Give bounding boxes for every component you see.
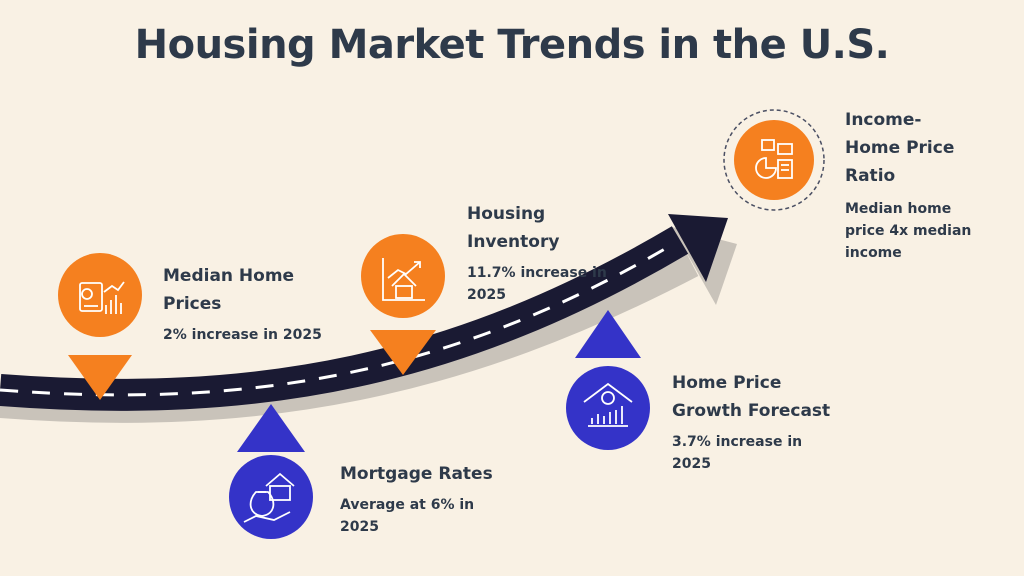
item-title: Inventory — [467, 232, 560, 252]
item-description: Median home — [845, 201, 952, 217]
item-description: income — [845, 245, 902, 261]
house-dollar-bars-icon — [583, 382, 633, 427]
item-description: 11.7% increase in — [467, 265, 607, 281]
item-description: 2025 — [340, 519, 379, 535]
money-chart-icon — [79, 281, 125, 314]
item-description: 2025 — [672, 456, 711, 472]
marker-income-home-price-ratio — [723, 109, 825, 211]
item-title: Prices — [163, 294, 222, 314]
item-title: Income- — [845, 110, 922, 130]
item-title: Housing — [467, 204, 546, 224]
marker-median-home-prices — [58, 253, 142, 400]
house-money-bag-icon — [243, 472, 295, 523]
item-description: 2% increase in 2025 — [163, 327, 322, 343]
item-title: Growth Forecast — [672, 401, 831, 421]
page-title: Housing Market Trends in the U.S. — [134, 22, 890, 68]
item-description: 3.7% increase in — [672, 434, 803, 450]
item-title: Home Price — [672, 373, 782, 393]
road-center-line — [0, 241, 676, 397]
item-description: 2025 — [467, 287, 506, 303]
house-growth-chart-icon — [382, 258, 425, 301]
item-home-price-growth-forecast: Home Price Growth Forecast 3.7% increase… — [672, 369, 830, 475]
item-title: Mortgage Rates — [340, 464, 493, 484]
item-mortgage-rates: Mortgage Rates Average at 6% in 2025 — [340, 460, 493, 538]
item-median-home-prices: Median Home Prices 2% increase in 2025 — [163, 262, 322, 346]
item-income-home-price-ratio: Income- Home Price Ratio Median home pri… — [845, 106, 971, 264]
road-arrowhead — [668, 214, 728, 282]
item-title: Home Price — [845, 138, 955, 158]
item-description: Average at 6% in — [340, 497, 475, 513]
report-pie-chart-icon — [755, 139, 793, 179]
marker-housing-inventory — [361, 234, 445, 375]
item-title: Median Home — [163, 266, 295, 286]
item-description: price 4x median — [845, 223, 972, 239]
marker-home-price-growth — [566, 310, 650, 450]
item-housing-inventory: Housing Inventory 11.7% increase in 2025 — [467, 200, 607, 306]
item-title: Ratio — [845, 166, 896, 186]
marker-mortgage-rates — [229, 404, 313, 539]
